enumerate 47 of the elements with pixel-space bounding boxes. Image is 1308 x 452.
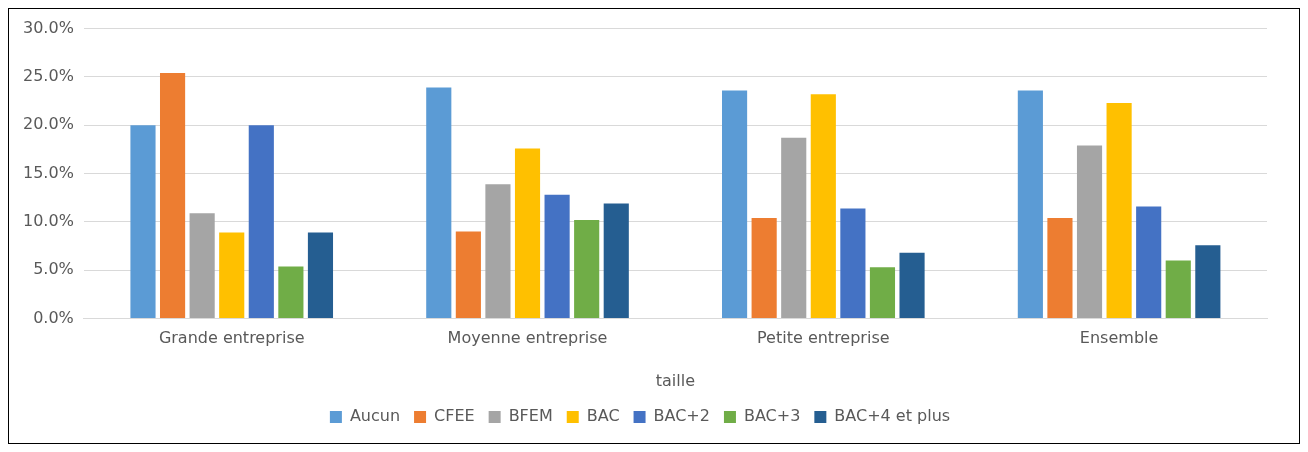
bar bbox=[160, 73, 186, 319]
legend-label: CFEE bbox=[434, 406, 475, 426]
bar bbox=[544, 194, 570, 319]
legend-label: BAC bbox=[586, 406, 620, 426]
bar bbox=[248, 125, 274, 319]
x-tick-label: Ensemble bbox=[1079, 328, 1159, 348]
bar bbox=[1195, 245, 1221, 319]
bar bbox=[1076, 145, 1103, 319]
y-tick-label: 15.0% bbox=[23, 162, 74, 182]
bar bbox=[1136, 206, 1162, 319]
legend-label: BAC+2 bbox=[653, 406, 710, 426]
bar bbox=[1017, 90, 1043, 319]
bar bbox=[219, 232, 245, 319]
bar bbox=[514, 148, 541, 319]
bar bbox=[130, 125, 156, 319]
x-tick-label: Grande entreprise bbox=[158, 328, 305, 348]
legend-label: BFEM bbox=[508, 406, 553, 426]
bar bbox=[1047, 218, 1073, 319]
bar bbox=[307, 232, 334, 319]
bar bbox=[722, 90, 748, 319]
bar bbox=[603, 203, 629, 319]
bar bbox=[781, 137, 807, 319]
y-tick-label: 0.0% bbox=[33, 307, 74, 327]
bar bbox=[485, 184, 511, 319]
legend-label: BAC+3 bbox=[743, 406, 801, 426]
bar bbox=[1165, 260, 1191, 319]
y-tick-label: 30.0% bbox=[23, 17, 74, 37]
y-tick-label: 5.0% bbox=[33, 259, 74, 279]
bar bbox=[840, 208, 866, 319]
bar bbox=[751, 218, 777, 319]
y-tick-label: 10.0% bbox=[23, 211, 74, 231]
bar bbox=[426, 87, 452, 319]
bar bbox=[899, 252, 925, 319]
x-axis-title: taille bbox=[655, 370, 696, 390]
y-tick-label: 25.0% bbox=[23, 66, 74, 86]
legend-label: BAC+4 et plus bbox=[834, 406, 951, 426]
x-tick-label: Moyenne entreprise bbox=[447, 328, 608, 348]
legend-label: Aucun bbox=[349, 406, 401, 426]
bar bbox=[810, 94, 836, 319]
x-tick-label: Petite entreprise bbox=[757, 328, 890, 348]
bar bbox=[869, 267, 896, 319]
bar bbox=[278, 266, 304, 319]
bar bbox=[1106, 103, 1132, 319]
bar bbox=[189, 213, 215, 319]
bar bbox=[455, 231, 481, 319]
bar bbox=[574, 220, 600, 319]
y-tick-label: 20.0% bbox=[23, 114, 74, 134]
